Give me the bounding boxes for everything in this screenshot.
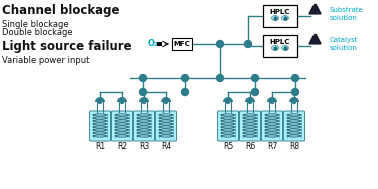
Wedge shape [139, 97, 149, 102]
Text: R6: R6 [245, 142, 255, 151]
Wedge shape [95, 97, 105, 102]
Circle shape [291, 88, 299, 95]
Text: Substrate
solution: Substrate solution [330, 7, 364, 20]
FancyBboxPatch shape [172, 38, 192, 50]
Circle shape [226, 101, 229, 104]
Text: HPLC: HPLC [270, 39, 290, 45]
Circle shape [271, 101, 274, 104]
FancyBboxPatch shape [262, 111, 282, 141]
FancyBboxPatch shape [217, 111, 239, 141]
Wedge shape [245, 97, 255, 102]
Text: R1: R1 [95, 142, 105, 151]
Text: Channel blockage: Channel blockage [2, 4, 119, 17]
Circle shape [164, 101, 167, 104]
Ellipse shape [271, 46, 279, 50]
Polygon shape [309, 36, 321, 44]
FancyBboxPatch shape [263, 35, 297, 57]
Circle shape [181, 74, 189, 81]
FancyBboxPatch shape [284, 111, 305, 141]
Text: MFC: MFC [174, 41, 191, 47]
Ellipse shape [282, 46, 288, 50]
FancyBboxPatch shape [263, 5, 297, 27]
Text: Double blockage: Double blockage [2, 28, 73, 37]
Text: R3: R3 [139, 142, 149, 151]
Circle shape [121, 101, 124, 104]
Circle shape [251, 88, 259, 95]
Circle shape [248, 101, 251, 104]
Text: R5: R5 [223, 142, 233, 151]
Wedge shape [267, 97, 277, 102]
Text: Catalyst
solution: Catalyst solution [330, 37, 358, 50]
Wedge shape [161, 97, 171, 102]
Text: R4: R4 [161, 142, 171, 151]
Circle shape [245, 40, 251, 47]
Text: R8: R8 [289, 142, 299, 151]
Polygon shape [314, 34, 316, 36]
FancyBboxPatch shape [240, 111, 260, 141]
Ellipse shape [271, 15, 279, 20]
Polygon shape [309, 6, 321, 14]
Text: R7: R7 [267, 142, 277, 151]
Circle shape [181, 88, 189, 95]
Circle shape [143, 101, 146, 104]
Circle shape [99, 101, 102, 104]
Bar [157, 42, 162, 46]
Text: R2: R2 [117, 142, 127, 151]
Circle shape [139, 88, 147, 95]
Text: Variable power input: Variable power input [2, 56, 89, 65]
FancyBboxPatch shape [155, 111, 177, 141]
Circle shape [251, 74, 259, 81]
FancyBboxPatch shape [90, 111, 110, 141]
Circle shape [217, 74, 223, 81]
FancyBboxPatch shape [133, 111, 155, 141]
FancyBboxPatch shape [112, 111, 133, 141]
Text: Light source failure: Light source failure [2, 40, 132, 53]
Wedge shape [223, 97, 233, 102]
Wedge shape [289, 97, 299, 102]
Circle shape [217, 40, 223, 47]
Circle shape [293, 101, 296, 104]
Wedge shape [117, 97, 127, 102]
Text: O₂: O₂ [148, 40, 159, 49]
Text: Single blockage: Single blockage [2, 20, 69, 29]
Circle shape [139, 74, 147, 81]
Text: HPLC: HPLC [270, 9, 290, 15]
Circle shape [291, 74, 299, 81]
Ellipse shape [282, 15, 288, 20]
Polygon shape [314, 4, 316, 6]
